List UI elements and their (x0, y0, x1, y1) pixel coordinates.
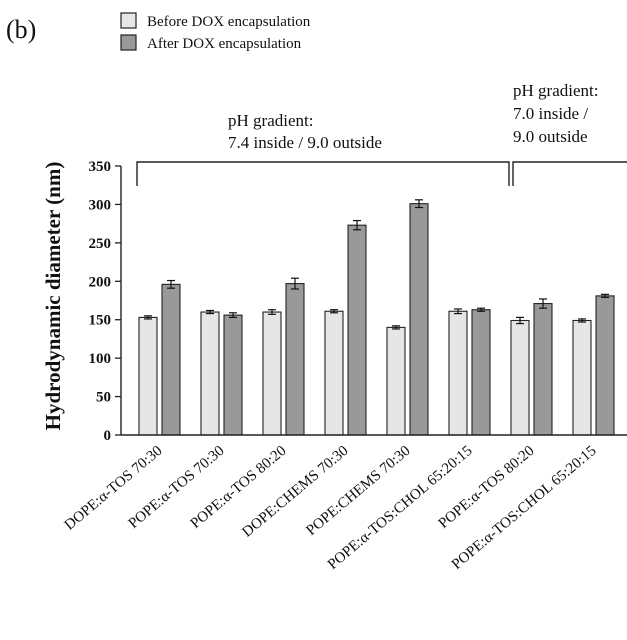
annotation-2-line-1: pH gradient: (513, 81, 598, 100)
bar-before-5 (448, 310, 468, 436)
annotation-2-line-3: 9.0 outside (513, 127, 588, 146)
y-tick-label-1: 50 (96, 390, 111, 406)
y-tick-label-7: 350 (89, 159, 112, 175)
bar-before-0 (138, 316, 158, 436)
bar-before-7 (572, 319, 592, 436)
bar-before-6 (510, 319, 530, 436)
bar-after-3 (347, 224, 367, 436)
legend: Before DOX encapsulation After DOX encap… (120, 12, 311, 52)
brackets (136, 161, 627, 186)
bar-after-1 (223, 314, 243, 436)
bar-before-2 (262, 311, 282, 436)
annotation-2-line-2: 7.0 inside / (513, 104, 588, 123)
bar-after-4 (409, 203, 429, 436)
y-tick-label-5: 250 (89, 236, 112, 252)
legend-label-after: After DOX encapsulation (147, 36, 302, 52)
annotation-1-line-1: pH gradient: (228, 111, 313, 130)
bar-before-3 (324, 310, 344, 436)
bar-after-7 (595, 295, 615, 436)
y-axis-label: Hydrodynamic diameter (nm) (41, 162, 65, 431)
bar-after-5 (471, 309, 491, 436)
bar-after-2 (285, 283, 305, 436)
legend-swatch-before (120, 12, 137, 29)
bar-before-1 (200, 311, 220, 436)
y-tick-label-3: 150 (89, 313, 112, 329)
x-tick-label-3: DOPE:CHEMS 70:30 (239, 443, 351, 541)
bar-after-0 (161, 283, 181, 436)
panel-label: (b) (6, 15, 36, 44)
bar-before-4 (386, 326, 406, 436)
y-tick-label-2: 100 (89, 351, 112, 367)
bracket-1 (136, 161, 510, 186)
y-tick-label-4: 200 (89, 274, 112, 290)
legend-label-before: Before DOX encapsulation (147, 14, 311, 30)
bar-after-6 (533, 303, 553, 436)
annotation-1-line-2: 7.4 inside / 9.0 outside (228, 133, 382, 152)
bars (138, 199, 615, 436)
y-tick-label-0: 0 (104, 428, 112, 444)
x-tick-label-4: POPE:CHEMS 70:30 (303, 443, 413, 539)
y-axis-ticks: 0 50 100 150 200 250 300 350 (89, 159, 121, 444)
bracket-2 (512, 161, 627, 186)
y-tick-label-6: 300 (89, 197, 112, 213)
legend-swatch-after (120, 34, 137, 51)
